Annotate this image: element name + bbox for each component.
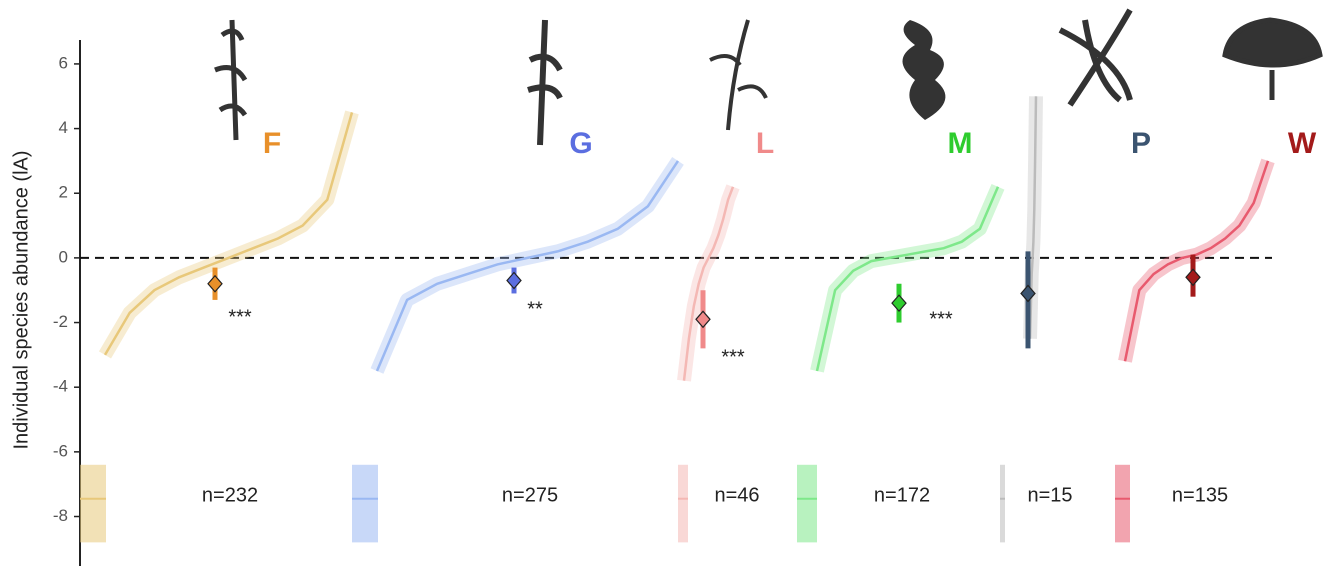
y-tick-label: -4 [53,377,68,396]
species-band [370,157,684,374]
group-letter: M [948,127,973,160]
mean-diamond [891,294,907,313]
mean-diamond [506,271,522,290]
mean-diamond [207,274,223,293]
significance: *** [721,346,745,368]
species-curve [815,186,1000,372]
species-curve [1028,96,1038,339]
mean-diamond [1020,284,1036,303]
significance: ** [527,298,543,320]
group-letter: L [756,127,774,160]
legend-label: n=135 [1172,484,1228,506]
legend-label: n=15 [1027,484,1072,506]
y-tick-label: -6 [53,441,68,460]
y-tick-label: 0 [59,247,68,266]
legend-label: n=275 [502,484,558,506]
y-tick-label: -2 [53,312,68,331]
significance: *** [929,308,953,330]
y-tick-label: 6 [59,53,68,72]
species-curve [103,112,354,356]
legend-swatch [678,464,688,543]
legend-label: n=172 [874,484,930,506]
species-curve [1123,160,1270,362]
species-curve [682,186,735,381]
y-axis-label: Individual species abundance (lA) [10,150,32,449]
legend-swatch [797,464,817,543]
mean-diamond [695,310,711,329]
y-tick-label: -8 [53,506,68,525]
legend-label: n=232 [202,484,258,506]
group-letter: P [1131,127,1151,160]
legend-swatch [1000,464,1005,543]
species-band [1118,158,1275,363]
group-letter: W [1288,127,1317,160]
mean-diamond [1185,268,1201,287]
group-letter: F [263,127,281,160]
legend-swatch [1115,464,1130,543]
y-tick-label: 4 [59,118,68,137]
species-curve [375,160,680,372]
legend-label: n=46 [714,484,759,506]
legend-swatch [352,464,378,543]
silhouettes [214,8,1323,146]
significance: *** [228,306,252,328]
y-tick-label: 2 [59,183,68,202]
legend-swatch [80,464,106,543]
group-letter: G [569,127,592,160]
